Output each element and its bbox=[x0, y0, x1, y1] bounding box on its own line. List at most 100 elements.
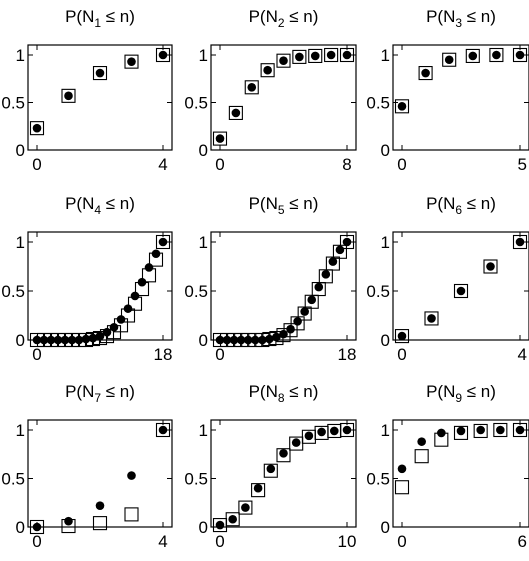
y-tick-label: 0 bbox=[16, 518, 25, 537]
dot-marker bbox=[397, 102, 407, 111]
subplot-9: 0 0.5 1 0 6 P(N9 ≤ n) bbox=[366, 382, 529, 551]
dot-marker bbox=[326, 50, 336, 60]
dot-marker bbox=[127, 57, 136, 66]
title-main: P(N bbox=[65, 7, 94, 26]
square-marker bbox=[394, 480, 410, 495]
title-main: P(N bbox=[65, 194, 94, 213]
square-marker bbox=[304, 294, 319, 309]
title-rest: ≤ n) bbox=[285, 7, 319, 26]
x-tick-label: 0 bbox=[32, 345, 41, 364]
dot-marker bbox=[228, 514, 237, 524]
dot-marker bbox=[342, 425, 352, 435]
title-subscript: 8 bbox=[278, 391, 285, 405]
title-subscript: 5 bbox=[278, 203, 285, 217]
dot-marker bbox=[427, 314, 436, 323]
dot-marker bbox=[243, 335, 253, 345]
x-tick-label: 0 bbox=[32, 155, 41, 174]
y-tick-label: 0 bbox=[381, 141, 390, 160]
dot-marker bbox=[253, 483, 263, 493]
square-marker bbox=[225, 512, 240, 527]
subplot-1: 00.510 4P(N1 ≤ n) bbox=[1, 7, 173, 174]
square-marker bbox=[324, 47, 339, 63]
y-tick-label: 0 bbox=[381, 331, 390, 350]
dot-marker bbox=[342, 237, 352, 247]
square-marker bbox=[483, 259, 498, 274]
dot-marker bbox=[335, 245, 345, 255]
dot-marker bbox=[515, 425, 525, 435]
y-tick-label: 1 bbox=[381, 421, 390, 440]
title-main: P(N bbox=[426, 194, 455, 213]
square-marker bbox=[290, 316, 305, 331]
y-tick-label: 1 bbox=[381, 233, 390, 252]
y-tick-label: 1 bbox=[16, 46, 25, 65]
dot-marker bbox=[328, 257, 338, 266]
x-tick-label: 18 bbox=[154, 345, 173, 364]
dot-marker bbox=[144, 263, 154, 272]
title-main: P(N bbox=[426, 382, 455, 401]
y-tick-label: 0.5 bbox=[366, 470, 390, 489]
square-marker bbox=[228, 105, 243, 120]
dot-marker bbox=[137, 277, 147, 287]
y-tick-label: 0 bbox=[199, 331, 208, 350]
dot-marker bbox=[317, 427, 326, 437]
axes-box bbox=[210, 231, 357, 341]
dot-marker bbox=[64, 516, 73, 526]
square-marker bbox=[442, 52, 457, 67]
square-marker bbox=[212, 131, 228, 146]
square-marker bbox=[92, 66, 108, 81]
dot-marker bbox=[279, 329, 288, 339]
dot-marker bbox=[307, 295, 317, 305]
square-marker bbox=[260, 63, 275, 78]
dot-marker bbox=[456, 286, 466, 296]
dot-marker bbox=[81, 334, 91, 344]
title-subscript: 3 bbox=[455, 16, 462, 30]
square-marker bbox=[394, 99, 410, 114]
dot-marker bbox=[314, 282, 324, 292]
dot-marker bbox=[421, 68, 430, 78]
title-subscript: 6 bbox=[455, 203, 462, 217]
dot-marker bbox=[215, 335, 225, 345]
square-marker bbox=[263, 463, 278, 478]
x-tick-label: 0 bbox=[397, 532, 406, 551]
dot-marker bbox=[236, 335, 246, 345]
title-main: P(N bbox=[249, 7, 278, 26]
square-marker bbox=[512, 234, 528, 250]
dot-marker bbox=[32, 123, 42, 133]
square-marker bbox=[339, 234, 355, 250]
x-tick-label: 5 bbox=[518, 155, 527, 174]
square-marker bbox=[29, 519, 45, 535]
square-marker bbox=[292, 49, 307, 64]
dot-marker bbox=[231, 108, 241, 118]
dot-marker bbox=[250, 335, 260, 345]
dot-marker bbox=[95, 501, 105, 510]
axes-box bbox=[210, 44, 357, 151]
dot-marker bbox=[67, 335, 77, 345]
square-marker bbox=[332, 244, 347, 259]
square-marker bbox=[394, 329, 410, 344]
y-tick-label: 1 bbox=[199, 46, 208, 65]
square-marker bbox=[493, 422, 508, 438]
square-marker bbox=[244, 80, 259, 95]
square-marker bbox=[29, 121, 45, 136]
dot-marker bbox=[291, 438, 301, 447]
square-marker bbox=[251, 483, 266, 498]
dot-marker bbox=[158, 237, 168, 247]
square-marker bbox=[325, 256, 340, 271]
dot-marker bbox=[74, 335, 84, 345]
dot-marker bbox=[109, 322, 119, 332]
dot-marker bbox=[496, 425, 505, 435]
y-tick-label: 0 bbox=[199, 518, 208, 537]
square-marker bbox=[297, 306, 312, 321]
dot-marker bbox=[215, 134, 225, 143]
dot-marker bbox=[53, 335, 63, 345]
subplot-title: P(N4 ≤ n) bbox=[65, 194, 135, 217]
x-tick-label: 4 bbox=[518, 345, 527, 364]
y-tick-label: 0 bbox=[16, 331, 25, 350]
subplot-title: P(N2 ≤ n) bbox=[249, 7, 319, 30]
square-marker bbox=[311, 281, 326, 297]
dot-marker bbox=[102, 327, 112, 337]
y-tick-label: 0 bbox=[199, 141, 208, 160]
square-marker bbox=[92, 516, 108, 531]
dot-marker bbox=[444, 55, 454, 65]
